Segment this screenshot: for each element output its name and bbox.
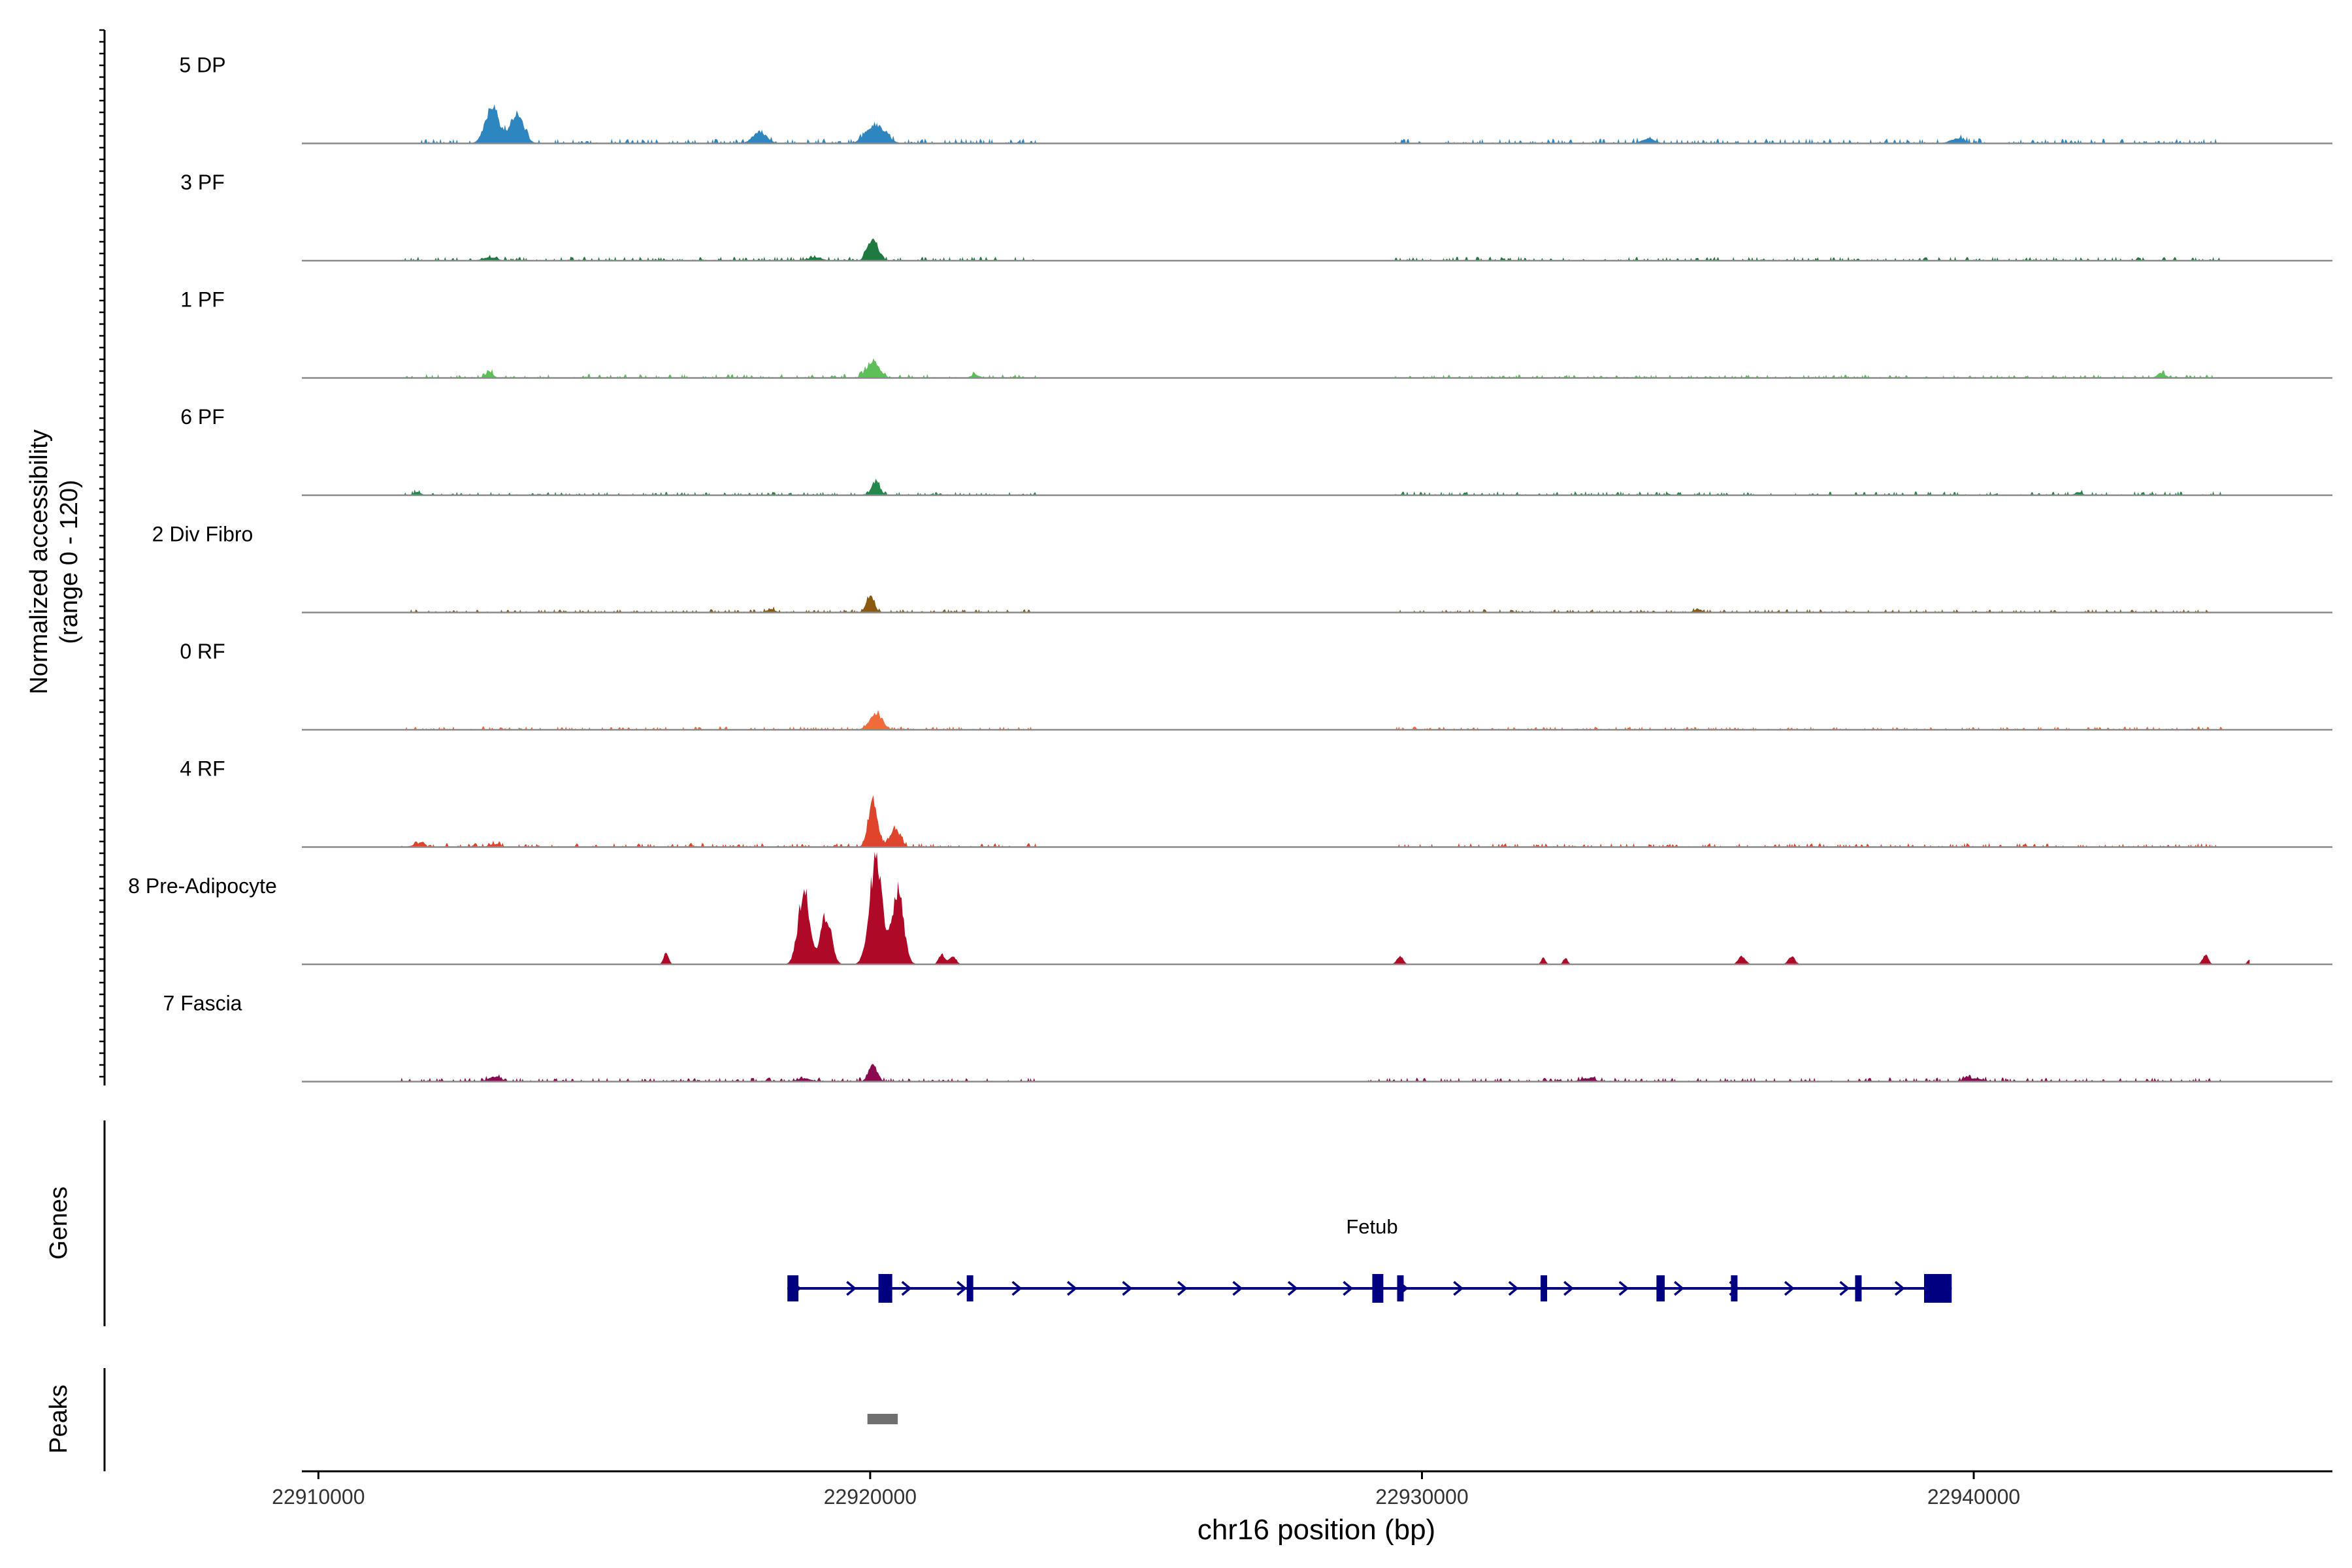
track-6: 4 RF — [180, 757, 2332, 848]
exon — [1541, 1275, 1548, 1301]
track-8: 7 Fascia — [163, 992, 2332, 1083]
track-label: 7 Fascia — [163, 992, 242, 1015]
track-label: 6 PF — [180, 405, 225, 429]
strand-arrow-icon — [1839, 1281, 1850, 1296]
track-1: 3 PF — [180, 171, 2332, 262]
track-label: 8 Pre-Adipocyte — [128, 874, 277, 898]
exon — [878, 1274, 892, 1303]
coverage-tracks: 5 DP 3 PF 1 PF 6 PF 2 Div Fibro 0 RF 4 RF 8 Pre… — [99, 29, 2332, 1086]
coverage-area — [373, 358, 2250, 378]
strand-arrow-icon — [1894, 1281, 1905, 1296]
y-axis-title-line1: Normalized accessibility — [25, 429, 53, 694]
coverage-area — [373, 795, 2250, 847]
coverage-area — [373, 478, 2250, 495]
strand-arrow-icon — [846, 1281, 857, 1296]
exon — [1656, 1275, 1665, 1301]
x-axis: 22910000 22920000 22930000 22940000 — [272, 1470, 2332, 1509]
exon — [1855, 1275, 1862, 1301]
exon — [1372, 1274, 1384, 1303]
strand-arrow-icon — [1674, 1281, 1684, 1296]
peaks-track-label: Peaks — [45, 1384, 73, 1454]
y-axis — [99, 29, 106, 1086]
strand-arrow-icon — [1122, 1281, 1133, 1296]
exon — [787, 1275, 799, 1301]
strand-arrow-icon — [1067, 1281, 1077, 1296]
track-label: 1 PF — [180, 288, 225, 312]
coverage-area — [373, 104, 2250, 144]
track-label: 5 DP — [179, 54, 225, 77]
strand-arrow-icon — [1508, 1281, 1519, 1296]
strand-arrow-icon — [1287, 1281, 1298, 1296]
track-label: 4 RF — [180, 757, 225, 781]
coverage-area — [373, 1064, 2250, 1082]
exon — [1397, 1275, 1404, 1301]
y-axis-title-line2: (range 0 - 120) — [56, 480, 83, 644]
track-3: 6 PF — [180, 405, 2332, 497]
track-5: 0 RF — [180, 640, 2332, 731]
exon — [1731, 1275, 1738, 1301]
strand-arrow-icon — [1784, 1281, 1795, 1296]
track-label: 3 PF — [180, 171, 225, 194]
x-tick-label: 22940000 — [1927, 1485, 2020, 1509]
strand-arrow-icon — [1343, 1281, 1354, 1296]
gene-track — [103, 1120, 1952, 1326]
exon — [966, 1275, 973, 1301]
strand-arrow-icon — [1177, 1281, 1188, 1296]
strand-arrow-icon — [1618, 1281, 1629, 1296]
gene-name-label: Fetub — [1346, 1215, 1397, 1238]
x-tick-label: 22910000 — [272, 1485, 365, 1509]
coverage-area — [373, 595, 2250, 613]
exon — [1924, 1274, 1952, 1303]
track-2: 1 PF — [180, 288, 2332, 379]
strand-arrow-icon — [1232, 1281, 1243, 1296]
x-tick-label: 22930000 — [1375, 1485, 1468, 1509]
x-axis-title: chr16 position (bp) — [1198, 1514, 1435, 1546]
coverage-area — [373, 710, 2250, 730]
track-label: 2 Div Fibro — [152, 523, 253, 546]
strand-arrow-icon — [956, 1281, 967, 1296]
genes-track-label: Genes — [45, 1186, 73, 1260]
coverage-area — [373, 238, 2250, 261]
strand-arrow-icon — [1011, 1281, 1022, 1296]
x-tick-label: 22920000 — [824, 1485, 917, 1509]
peak-region — [867, 1414, 898, 1424]
strand-arrow-icon — [1563, 1281, 1575, 1296]
strand-arrow-icon — [901, 1281, 912, 1296]
track-7: 8 Pre-Adipocyte — [128, 852, 2332, 966]
strand-arrow-icon — [1453, 1281, 1464, 1296]
track-4: 2 Div Fibro — [152, 523, 2332, 613]
track-0: 5 DP — [179, 54, 2332, 144]
track-label: 0 RF — [180, 640, 225, 663]
peaks-track — [103, 1368, 898, 1471]
coverage-area — [373, 852, 2250, 964]
